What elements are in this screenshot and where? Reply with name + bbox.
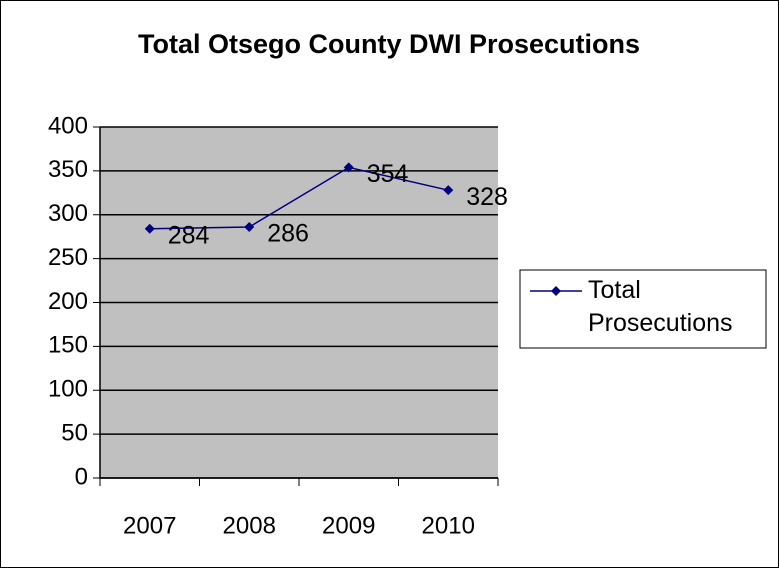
data-point [443,185,454,196]
x-tick-label: 2010 [422,512,475,539]
data-label: 328 [466,183,508,211]
y-tick-label: 150 [48,332,88,359]
data-label: 354 [367,160,409,188]
y-tick-label: 0 [75,463,88,490]
legend-marker [551,286,561,296]
x-tick-label: 2007 [123,512,176,539]
y-tick-label: 200 [48,288,88,315]
data-label: 286 [267,220,309,248]
chart-title: Total Otsego County DWI Prosecutions [138,29,640,59]
data-label: 284 [168,221,210,249]
y-tick-label: 250 [48,244,88,271]
data-point [244,222,255,233]
y-tick-label: 50 [61,419,88,446]
x-tick-label: 2008 [223,512,276,539]
legend-label: Total Prosecutions [588,276,733,337]
data-point [343,162,354,173]
series-line [149,166,449,230]
y-tick-label: 350 [48,156,88,183]
data-point [144,223,155,234]
y-tick-label: 100 [48,376,88,403]
legend-box [519,269,767,349]
y-tick-label: 300 [48,200,88,227]
y-tick-label: 400 [48,112,88,139]
x-tick-label: 2009 [322,512,375,539]
